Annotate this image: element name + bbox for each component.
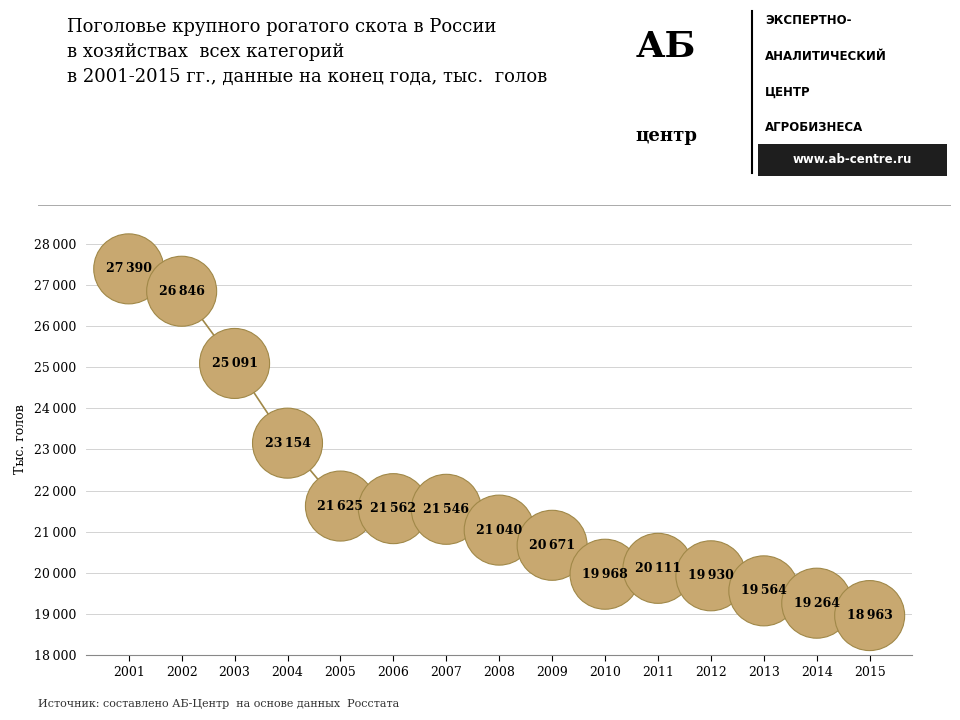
Text: 23 154: 23 154 [265, 436, 310, 450]
Text: АБ: АБ [636, 30, 696, 64]
Text: ЭКСПЕРТНО-: ЭКСПЕРТНО- [765, 14, 852, 27]
Text: 18 963: 18 963 [847, 609, 893, 622]
Text: 19 968: 19 968 [582, 568, 628, 581]
Text: www.ab-centre.ru: www.ab-centre.ru [793, 153, 912, 166]
FancyBboxPatch shape [758, 143, 948, 176]
Ellipse shape [358, 474, 428, 544]
Text: 21 546: 21 546 [423, 503, 469, 516]
Text: 21 625: 21 625 [318, 500, 364, 513]
Ellipse shape [200, 328, 270, 398]
Ellipse shape [570, 539, 640, 609]
Text: 21 040: 21 040 [476, 523, 522, 536]
Text: центр: центр [636, 127, 698, 145]
Text: 26 846: 26 846 [158, 284, 204, 298]
Ellipse shape [729, 556, 799, 626]
Text: 19 930: 19 930 [688, 570, 733, 582]
Text: 27 390: 27 390 [106, 262, 152, 275]
Text: АНАЛИТИЧЕСКИЙ: АНАЛИТИЧЕСКИЙ [765, 50, 887, 63]
Ellipse shape [834, 580, 904, 651]
Text: АГРОБИЗНЕСА: АГРОБИЗНЕСА [765, 121, 863, 134]
Ellipse shape [252, 408, 323, 478]
Ellipse shape [411, 474, 481, 544]
Ellipse shape [465, 495, 534, 565]
Text: Поголовье крупного рогатого скота в России
в хозяйствах  всех категорий
в 2001-2: Поголовье крупного рогатого скота в Росс… [67, 18, 547, 86]
Text: 20 111: 20 111 [635, 562, 681, 575]
Ellipse shape [676, 541, 746, 611]
Ellipse shape [781, 568, 852, 638]
Text: 25 091: 25 091 [211, 357, 257, 370]
Ellipse shape [305, 471, 375, 541]
Ellipse shape [517, 510, 588, 580]
Text: 19 264: 19 264 [794, 597, 840, 610]
Text: 21 562: 21 562 [371, 502, 417, 515]
Text: 20 671: 20 671 [529, 539, 575, 552]
Text: ЦЕНТР: ЦЕНТР [765, 85, 810, 99]
Ellipse shape [147, 256, 217, 326]
Text: Источник: составлено АБ-Центр  на основе данных  Росстата: Источник: составлено АБ-Центр на основе … [38, 699, 399, 709]
Y-axis label: Тыс. голов: Тыс. голов [14, 404, 27, 474]
Ellipse shape [94, 234, 164, 304]
Ellipse shape [623, 534, 693, 603]
Text: 19 564: 19 564 [741, 585, 787, 598]
